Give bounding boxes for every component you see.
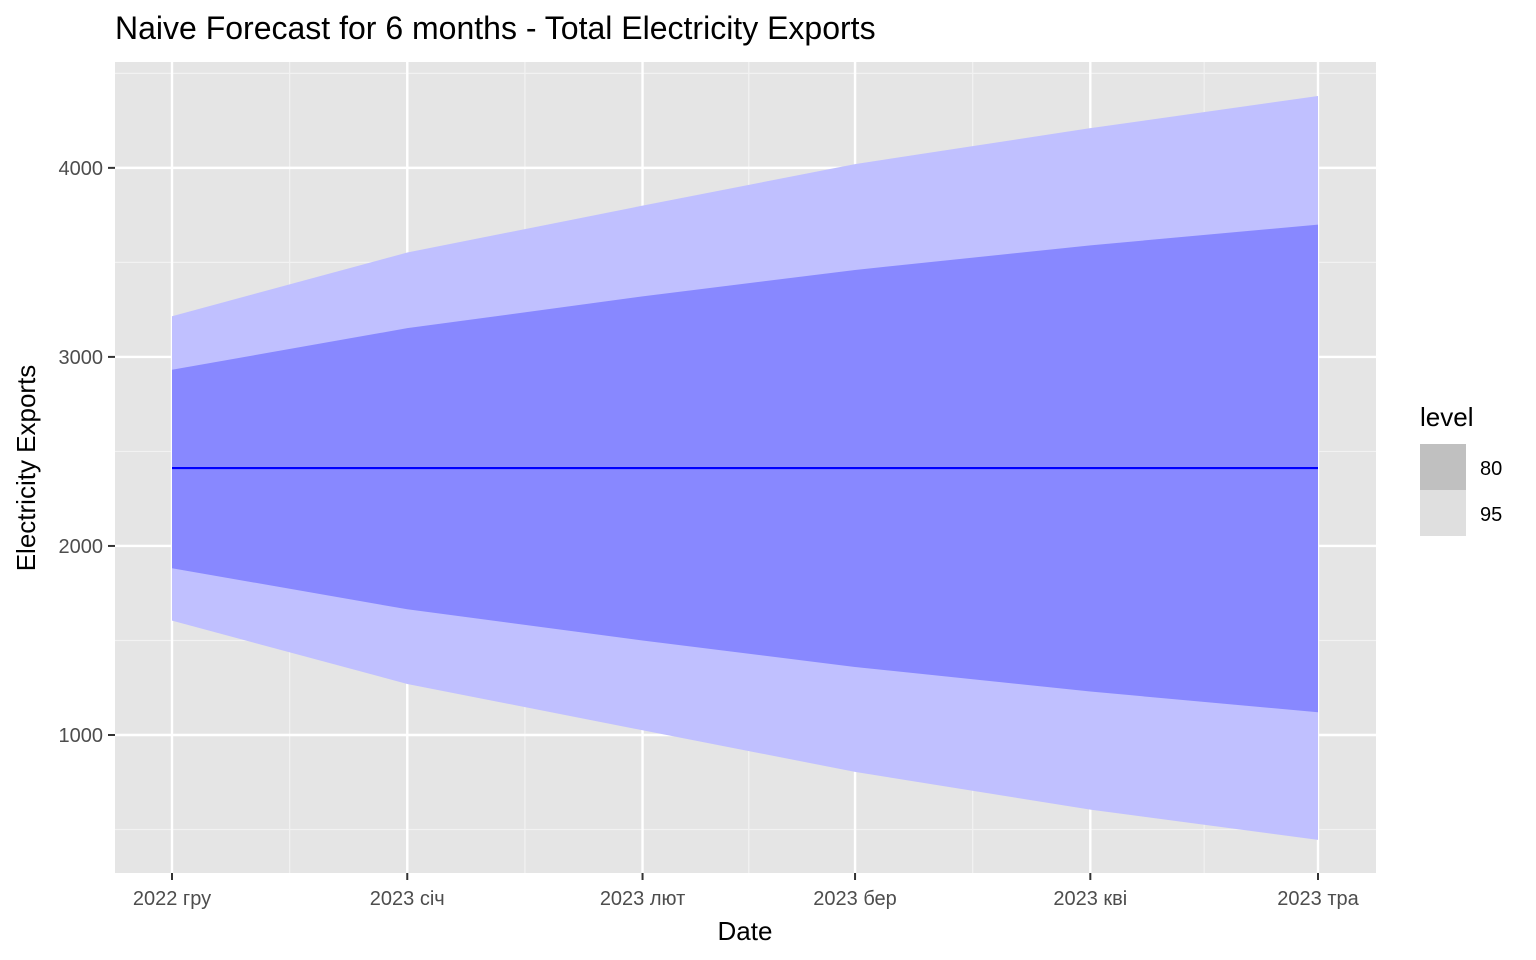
x-tick-label: 2023 лют	[600, 888, 685, 910]
x-tick-label: 2023 тра	[1277, 888, 1359, 910]
x-tick-label: 2022 гру	[133, 888, 211, 910]
y-axis-title: Electricity Exports	[11, 365, 41, 572]
x-tick-label: 2023 бер	[813, 888, 897, 910]
legend-label-95: 95	[1480, 504, 1502, 526]
x-axis: 2022 гру 2023 січ 2023 лют 2023 бер 2023 кві…	[133, 873, 1360, 910]
x-axis-title: Date	[718, 916, 773, 946]
legend-swatch-80	[1420, 444, 1466, 490]
chart-title: Naive Forecast for 6 months - Total Elec…	[115, 10, 876, 46]
legend-title: level	[1420, 402, 1473, 432]
legend-label-80: 80	[1480, 458, 1502, 480]
y-tick-label: 2000	[59, 536, 104, 558]
legend: level 80 95	[1420, 402, 1502, 536]
legend-swatch-95	[1420, 490, 1466, 536]
x-tick-label: 2023 кві	[1053, 888, 1127, 910]
y-tick-label: 1000	[59, 725, 104, 747]
y-tick-label: 4000	[59, 158, 104, 180]
x-tick-label: 2023 січ	[370, 888, 445, 910]
y-axis: 1000 2000 3000 4000	[59, 158, 115, 747]
y-tick-label: 3000	[59, 347, 104, 369]
